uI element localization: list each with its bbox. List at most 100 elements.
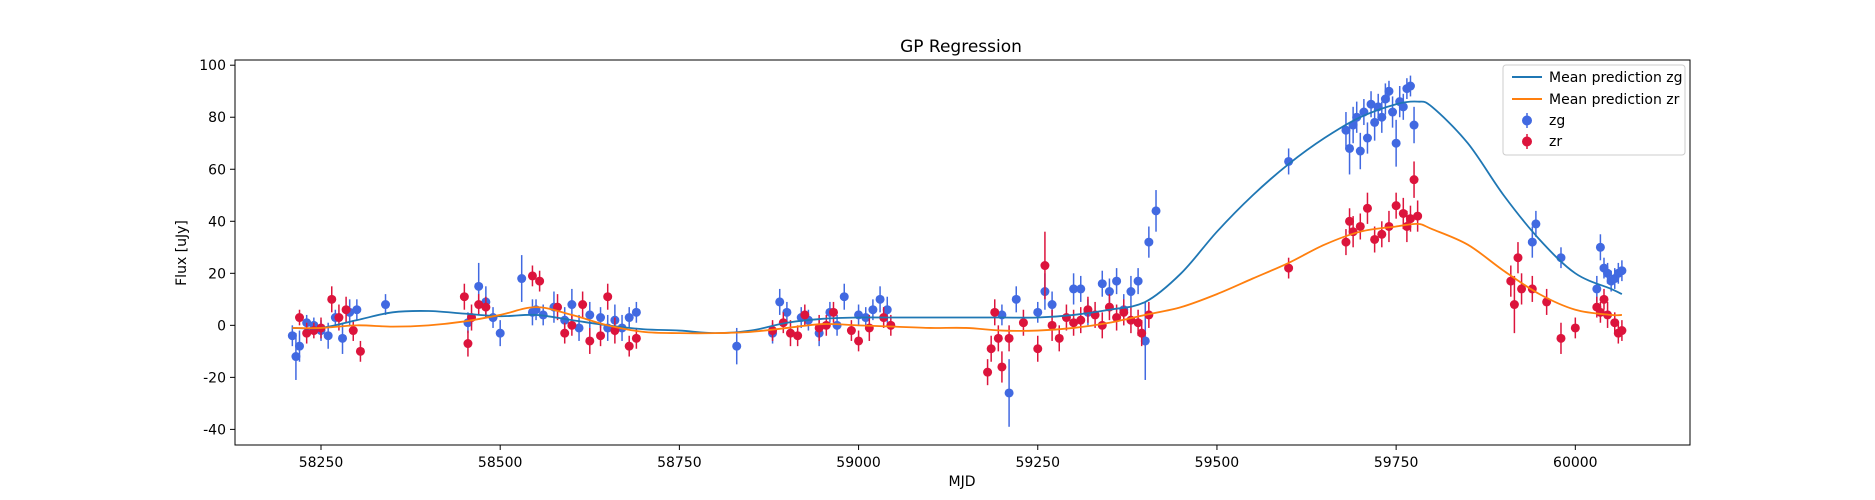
zr-point (1355, 221, 1365, 231)
zr-point (295, 313, 305, 323)
zg-point (1047, 300, 1057, 310)
zg-point (1126, 287, 1136, 297)
zr-point (997, 362, 1007, 372)
zr-point (983, 367, 993, 377)
zg-point (1076, 284, 1086, 294)
zr-point (1405, 214, 1415, 224)
zg-point (1377, 112, 1387, 122)
zr-point (1047, 320, 1057, 330)
zg-point (1133, 276, 1143, 286)
zg-point (1592, 284, 1602, 294)
zr-point (1509, 300, 1519, 310)
zg-point (596, 313, 606, 323)
zg-point (1405, 81, 1415, 91)
zg-point (882, 305, 892, 315)
zr-point (1119, 307, 1129, 317)
zg-point (1527, 237, 1537, 247)
zr-point (1370, 234, 1380, 244)
zr-point (474, 300, 484, 310)
zr-point (1341, 237, 1351, 247)
zg-point (585, 310, 595, 320)
zg-point (1097, 279, 1107, 289)
zr-point (1133, 318, 1143, 328)
zr-point (348, 326, 358, 336)
zr-point (1362, 203, 1372, 213)
zg-point (782, 307, 792, 317)
zg-point (631, 307, 641, 317)
zg-point (1112, 276, 1122, 286)
x-tick-label: 58250 (299, 455, 344, 471)
zg-point (291, 352, 301, 362)
zr-point (886, 320, 896, 330)
zg-point (1370, 117, 1380, 127)
zr-point (800, 310, 810, 320)
zr-point (1345, 216, 1355, 226)
zg-point (495, 328, 505, 338)
zr-point (553, 302, 563, 312)
zr-point (793, 331, 803, 341)
zr-point (821, 320, 831, 330)
zg-point (875, 294, 885, 304)
zg-point (517, 274, 527, 284)
x-tick-label: 59000 (836, 455, 881, 471)
y-tick-label: 20 (208, 266, 226, 282)
y-tick-label: -20 (203, 370, 226, 386)
zg-point (1345, 143, 1355, 153)
zg-point (567, 300, 577, 310)
legend-label-zr: zr (1549, 134, 1562, 150)
zg-point (775, 297, 785, 307)
zr-point (1061, 313, 1071, 323)
zr-point (1617, 326, 1627, 336)
zr-point (1506, 276, 1516, 286)
zr-point (560, 328, 570, 338)
zr-point (341, 305, 351, 315)
zg-point (1384, 86, 1394, 96)
zr-point (302, 328, 312, 338)
zr-point (1610, 318, 1620, 328)
zr-point (1513, 253, 1523, 263)
zr-point (1137, 328, 1147, 338)
zr-point (846, 326, 856, 336)
zg-point (1140, 336, 1150, 346)
legend-swatch-zr (1522, 134, 1532, 149)
zr-point (1054, 333, 1064, 343)
zr-point (1556, 333, 1566, 343)
zr-point (1112, 313, 1122, 323)
x-axis-label: MJD (949, 474, 976, 490)
zr-point (603, 292, 613, 302)
zr-point (1517, 284, 1527, 294)
zr-point (578, 300, 588, 310)
zr-point (567, 320, 577, 330)
zg-point (1531, 219, 1541, 229)
plot-area (287, 75, 1627, 427)
zr-point (459, 292, 469, 302)
zr-point (596, 331, 606, 341)
zg-point (1388, 107, 1398, 117)
zr-point (993, 333, 1003, 343)
zr-point (1284, 263, 1294, 273)
zg-point (574, 323, 584, 333)
zg-point (1011, 294, 1021, 304)
legend-label-zg: zg (1549, 113, 1565, 129)
x-tick-label: 60000 (1553, 455, 1598, 471)
zg-point (323, 331, 333, 341)
zg-point (1595, 242, 1605, 252)
zr-point (355, 346, 365, 356)
x-tick-label: 59750 (1374, 455, 1419, 471)
zr-point (1391, 201, 1401, 211)
zg-point (287, 331, 297, 341)
zg-point (1004, 388, 1014, 398)
zr-point (785, 328, 795, 338)
zr-point (527, 271, 537, 281)
y-axis-label: Flux [uJy] (174, 220, 190, 286)
zg-point (1617, 266, 1627, 276)
zg-point (1144, 237, 1154, 247)
legend-swatch-zg (1522, 113, 1532, 128)
zg-point (1033, 307, 1043, 317)
zr-point (1018, 318, 1028, 328)
zr-point (828, 307, 838, 317)
x-tick-label: 59250 (1015, 455, 1060, 471)
zg-point (1284, 156, 1294, 166)
zr-point (463, 339, 473, 349)
